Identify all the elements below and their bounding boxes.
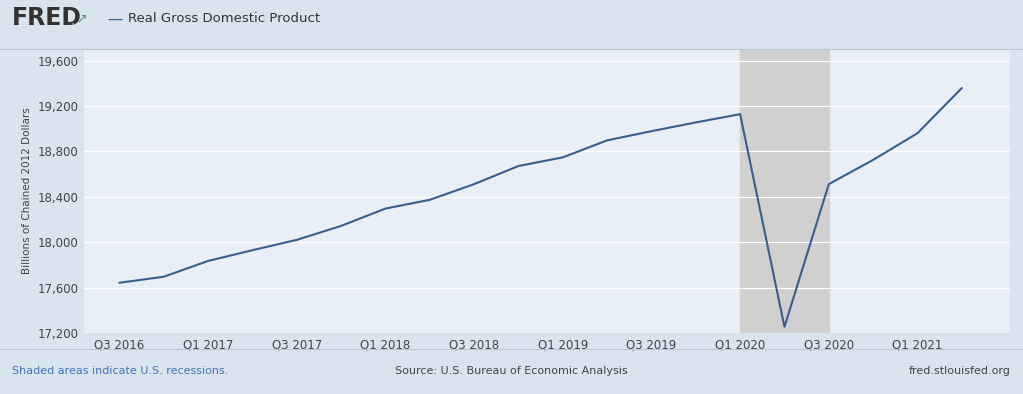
Text: Source: U.S. Bureau of Economic Analysis: Source: U.S. Bureau of Economic Analysis: [395, 366, 628, 376]
Y-axis label: Billions of Chained 2012 Dollars: Billions of Chained 2012 Dollars: [21, 108, 32, 275]
Text: ↗: ↗: [77, 13, 87, 25]
Text: FRED: FRED: [12, 6, 82, 30]
Text: .: .: [70, 10, 76, 29]
Bar: [740, 49, 829, 333]
Text: —: —: [107, 11, 123, 26]
Text: fred.stlouisfed.org: fred.stlouisfed.org: [908, 366, 1011, 376]
Text: Shaded areas indicate U.S. recessions.: Shaded areas indicate U.S. recessions.: [12, 366, 229, 376]
Text: Real Gross Domestic Product: Real Gross Domestic Product: [128, 13, 320, 25]
